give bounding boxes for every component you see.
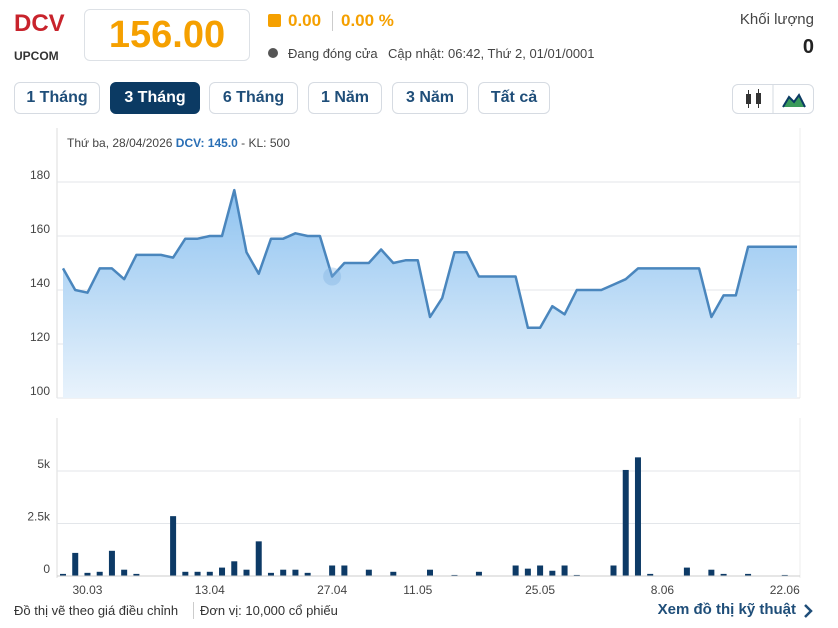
bar [96,571,103,576]
period-button[interactable]: 1 Năm [308,82,382,114]
price: 156.00 [84,9,250,61]
status: Đang đóng cửa [288,46,378,61]
x-tick-label: 25.05 [525,583,555,597]
bar [329,565,336,576]
divider [193,602,194,619]
y-tick-label: 160 [30,222,50,236]
tooltip-volume: - KL: 500 [238,136,290,150]
x-tick-label: 22.06 [770,583,800,597]
link-arrow [804,604,813,618]
x-tick-label: 13.04 [195,583,225,597]
price-line [61,188,797,330]
bar [231,561,238,576]
x-tick-label: 11.05 [403,583,432,597]
bar [170,516,177,576]
bar [622,469,629,576]
period-button[interactable]: Tất cả [478,82,550,114]
bar [108,550,115,576]
toggle-icons [746,85,806,113]
y-tick-label: 120 [30,330,50,344]
y-tick-label: 5k [37,457,51,471]
bar [304,572,311,576]
bar [84,572,91,576]
bar [708,569,715,576]
bar [427,569,433,576]
footer-note: Đồ thị vẽ theo giá điều chỉnh [14,603,179,618]
hover-dot [323,267,342,286]
bar [475,571,482,576]
change-icon [268,14,281,27]
updated: Cập nhật: 06:42, Thứ 2, 01/01/0001 [388,46,595,61]
volume: 0 [802,36,814,58]
bar [255,541,262,576]
bar [194,571,201,576]
footer-unit: Đơn vị: 10,000 cổ phiếu [200,603,338,618]
bar [133,573,140,576]
bar [206,571,213,576]
y-tick-label: 2.5k [27,510,51,524]
bar [341,565,348,576]
period-button[interactable]: 6 Tháng [209,82,298,114]
status-dot [268,48,278,58]
y-tick-label: 180 [30,168,50,182]
bar [451,574,458,576]
period-button[interactable]: 3 Tháng [110,82,200,114]
bar [219,567,226,576]
bar [610,565,617,576]
area [63,190,797,398]
bar [267,572,274,576]
period-button[interactable]: 1 Tháng [14,82,100,114]
tooltip-price: DCV: 145.0 [176,136,238,150]
bar [512,565,519,576]
y-tick-label: 140 [30,276,50,290]
x-tick-label: 30.03 [72,583,102,597]
bar [280,569,287,576]
bar [243,569,250,576]
bar [72,552,79,576]
volume-label: Khối lượng [739,11,814,28]
bar [781,574,788,576]
tooltip: Thứ ba, 28/04/2026 DCV: 145.0 - KL: 500 [67,136,290,150]
bar [60,573,66,576]
x-tick-label: 8.06 [651,583,675,597]
tooltip-date: Thứ ba, 28/04/2026 [67,136,173,150]
chart-type-toggle[interactable] [732,84,814,114]
bar [537,565,544,576]
bar [573,574,580,576]
bar [745,573,752,576]
change-pct: 0.00 % [341,11,394,30]
bar [524,568,531,576]
bar [121,569,128,576]
bar [292,569,299,576]
bar [182,571,189,576]
divider [332,11,333,31]
bar [561,565,568,576]
y-tick-label: 100 [30,384,50,398]
exchange: UPCOM [14,49,59,63]
period-button[interactable]: 3 Năm [392,82,468,114]
x-tick-label: 27.04 [317,583,347,597]
y-tick-label: 0 [43,562,50,576]
bar [390,571,397,576]
technical-link[interactable]: Xem đồ thị kỹ thuật [657,601,796,618]
change: 0.00 [288,11,322,30]
bar [634,457,641,576]
bar [647,573,654,576]
symbol: DCV [14,10,65,37]
bar [365,569,372,576]
bar [720,573,727,576]
bar [549,570,556,576]
bar [683,567,690,576]
